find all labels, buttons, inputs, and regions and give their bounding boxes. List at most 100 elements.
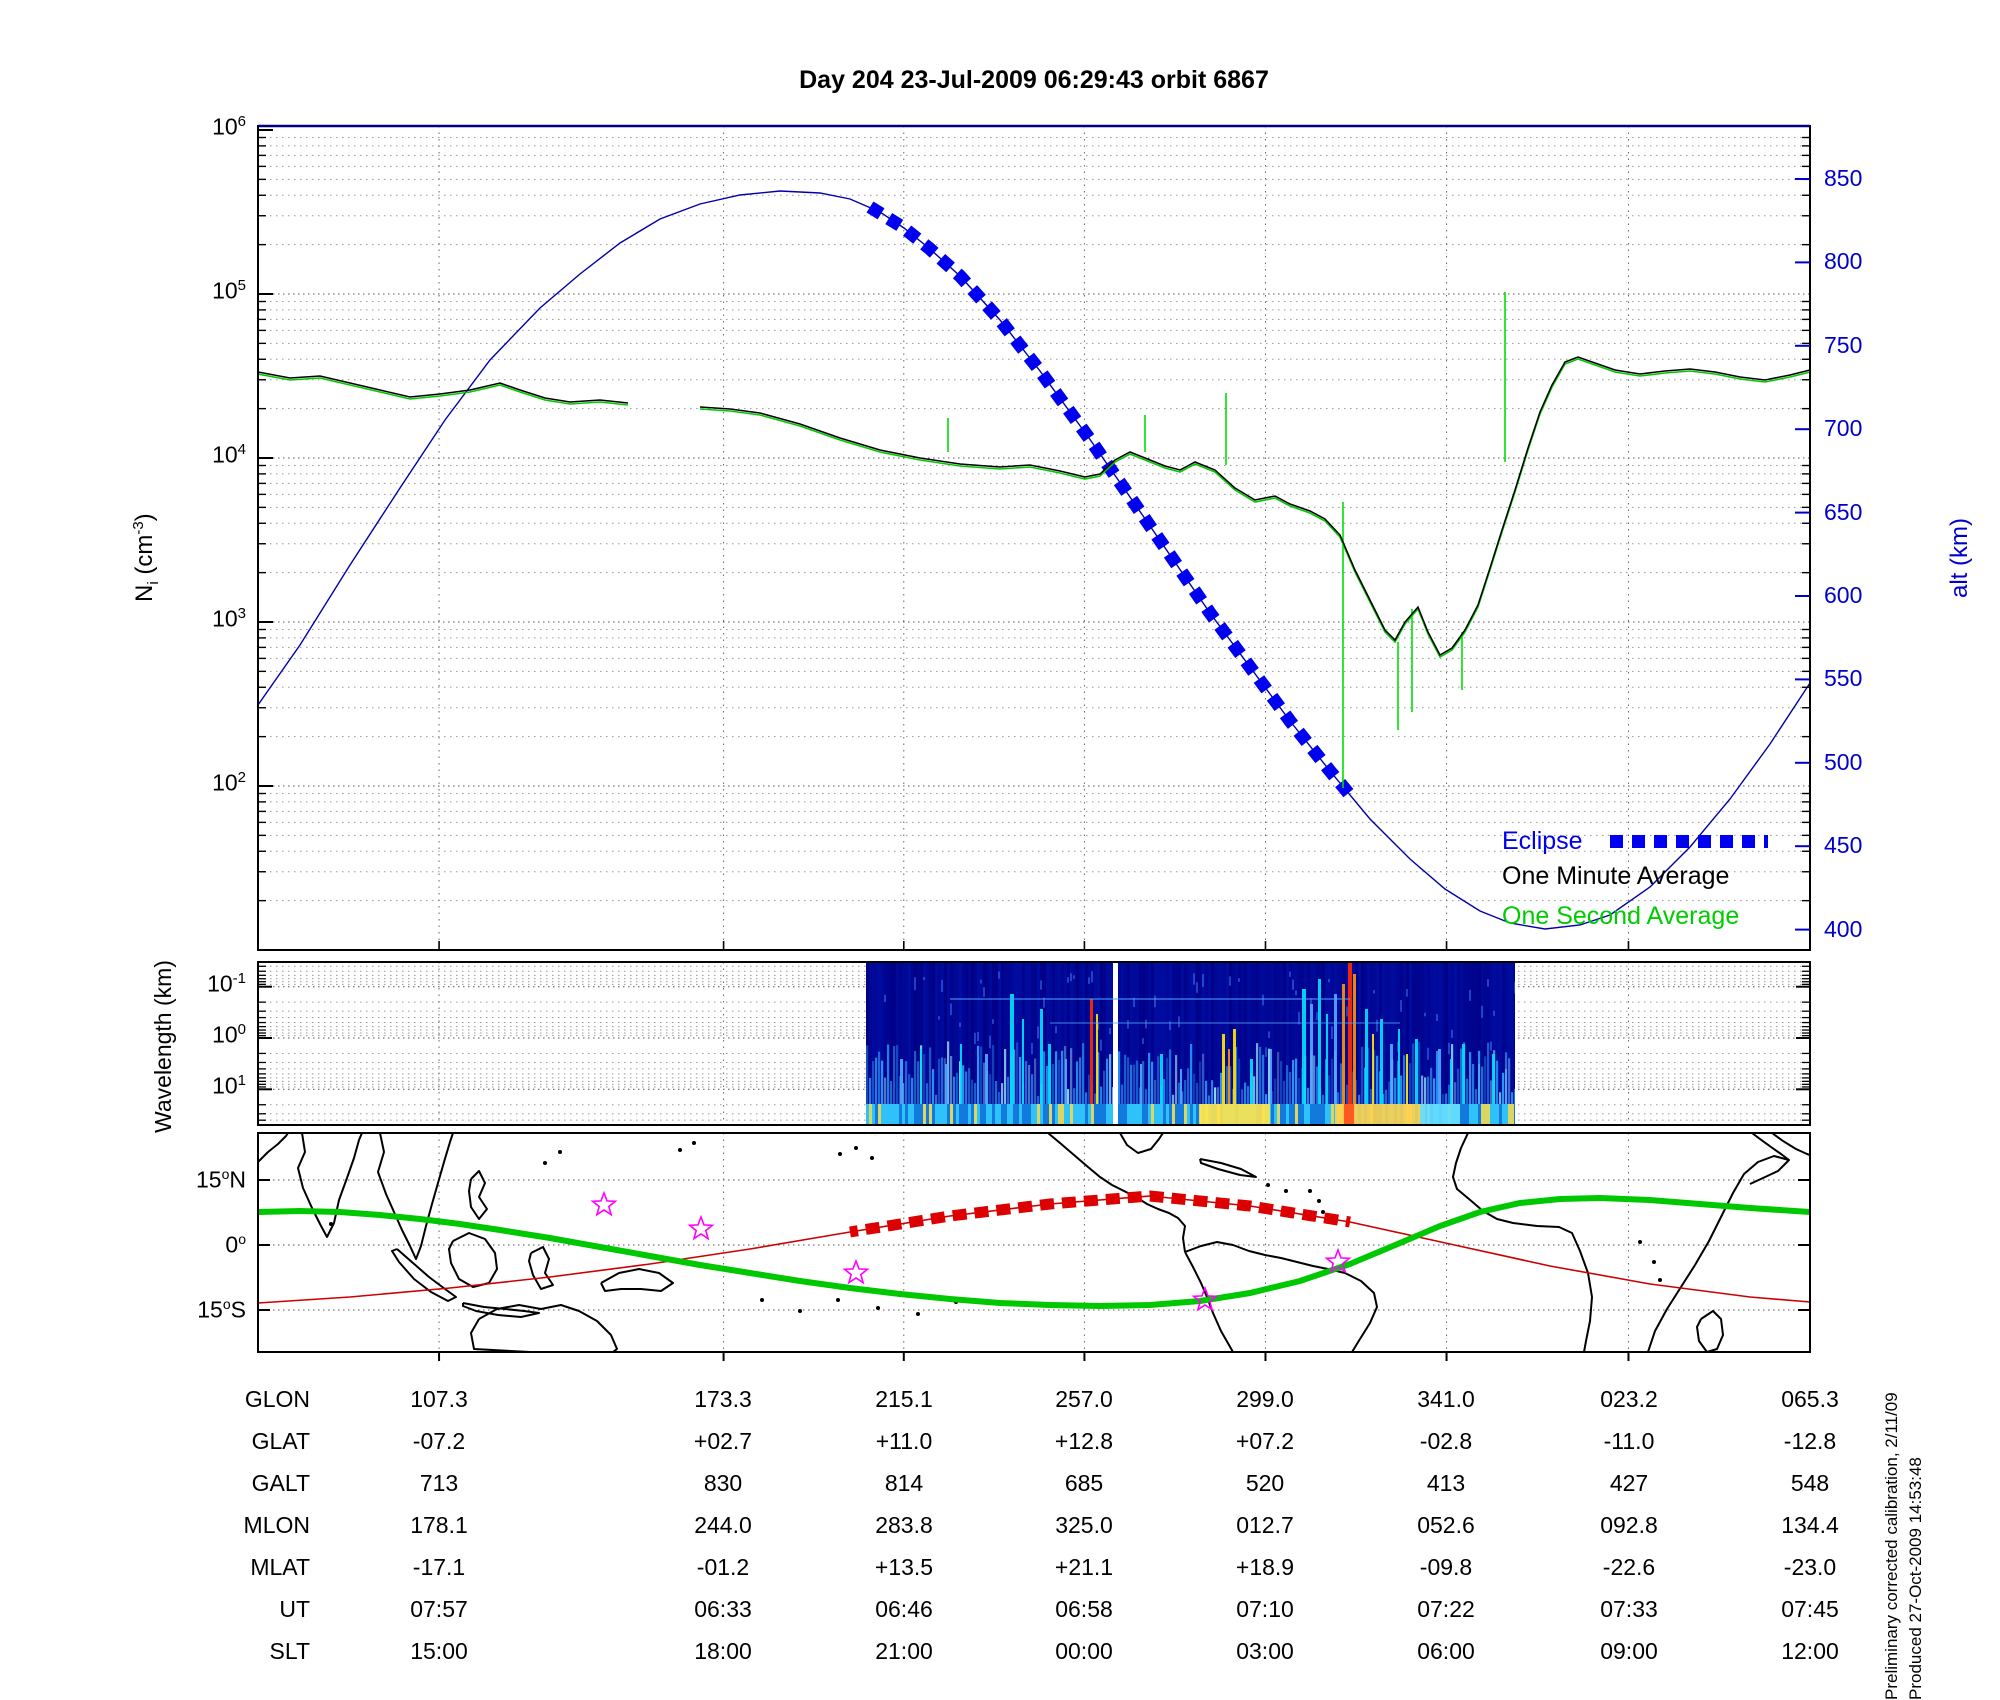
table-cell-slt-6: 09:00 xyxy=(1600,1638,1658,1664)
island-dot xyxy=(854,1146,858,1150)
table-cell-mlon-7: 134.4 xyxy=(1781,1512,1839,1538)
table-cell-galt-7: 548 xyxy=(1790,1470,1830,1496)
coastline xyxy=(1452,1133,1593,1352)
island-dot xyxy=(1658,1278,1662,1282)
coastline xyxy=(1647,1155,1790,1352)
table-cell-glon-2: 215.1 xyxy=(875,1386,933,1412)
table-cell-slt-1: 18:00 xyxy=(694,1638,752,1664)
coastline xyxy=(468,1170,488,1220)
legend-eclipse: Eclipse xyxy=(1502,827,1583,855)
one-second-trace xyxy=(699,358,1810,659)
island-dot xyxy=(760,1298,764,1302)
island-dot xyxy=(1317,1199,1321,1203)
altitude-tick-label: 750 xyxy=(1824,331,1863,358)
island-dot xyxy=(1321,1210,1325,1214)
table-cell-glat-5: -02.8 xyxy=(1419,1428,1473,1454)
island-dot xyxy=(838,1152,842,1156)
altitude-tick-label: 550 xyxy=(1824,665,1863,692)
table-cell-glon-4: 299.0 xyxy=(1236,1386,1294,1412)
table-cell-ut-1: 06:33 xyxy=(694,1596,752,1622)
mag-equator-line xyxy=(258,1195,1810,1304)
table-cell-ut-4: 07:10 xyxy=(1236,1596,1294,1622)
table-cell-slt-0: 15:00 xyxy=(410,1638,468,1664)
table-cell-mlat-3: +21.1 xyxy=(1054,1554,1114,1580)
ground-station-star xyxy=(1324,1247,1352,1274)
density-altitude-panel xyxy=(258,190,1810,930)
eclipse-overlay xyxy=(866,201,1355,800)
table-cell-mlat-6: -22.6 xyxy=(1602,1554,1656,1580)
table-row-label-ut: UT xyxy=(279,1596,310,1622)
table-cell-glon-0: 107.3 xyxy=(410,1386,468,1412)
table-cell-glon-7: 065.3 xyxy=(1781,1386,1839,1412)
island-dot xyxy=(1266,1183,1270,1187)
table-cell-ut-2: 06:46 xyxy=(875,1596,933,1622)
altitude-tick-label: 500 xyxy=(1824,748,1863,775)
table-cell-galt-2: 814 xyxy=(884,1470,924,1496)
table-cell-mlon-1: 244.0 xyxy=(694,1512,752,1538)
wavelength-tick-label: 100 xyxy=(212,1021,246,1048)
coastline xyxy=(377,1133,454,1260)
altitude-tick-label: 850 xyxy=(1824,165,1863,191)
coastline xyxy=(1696,1310,1724,1352)
table-cell-galt-5: 413 xyxy=(1426,1470,1466,1496)
table-cell-ut-3: 06:58 xyxy=(1055,1596,1113,1622)
coastline xyxy=(470,1304,618,1352)
latitude-tick-label: 15oN xyxy=(195,1166,246,1193)
altitude-tick-label: 650 xyxy=(1824,498,1863,525)
coastline xyxy=(1047,1133,1186,1253)
island-dot xyxy=(678,1148,682,1152)
table-cell-galt-3: 685 xyxy=(1064,1470,1104,1496)
ground-station-star xyxy=(842,1258,870,1285)
table-cell-mlon-5: 052.6 xyxy=(1417,1512,1475,1538)
island-dot xyxy=(1638,1240,1642,1244)
table-cell-glat-1: +02.7 xyxy=(693,1428,753,1454)
latitude-tick-label: 0o xyxy=(225,1231,246,1258)
coastline xyxy=(600,1268,674,1292)
footer-produced-note: Produced 27-Oct-2009 14:53:48 xyxy=(1906,1457,1925,1700)
wavelength-axis-label: Wavelength (km) xyxy=(150,960,176,1133)
table-cell-galt-0: 713 xyxy=(419,1470,459,1496)
wavelength-spectrogram xyxy=(866,963,1515,1124)
table-cell-glon-1: 173.3 xyxy=(694,1386,752,1412)
wavelength-tick-label: 10-1 xyxy=(207,969,246,997)
one-minute-trace xyxy=(699,356,1810,657)
table-cell-ut-7: 07:45 xyxy=(1781,1596,1839,1622)
altitude-tick-label: 600 xyxy=(1824,582,1863,608)
coastline xyxy=(1199,1158,1257,1178)
eclipse-ground-track xyxy=(849,1190,1351,1238)
ground-station-star xyxy=(1191,1285,1219,1312)
altitude-tick-label: 400 xyxy=(1824,915,1863,942)
island-dot xyxy=(798,1309,802,1313)
table-cell-mlon-6: 092.8 xyxy=(1600,1512,1658,1538)
table-cell-ut-5: 07:22 xyxy=(1417,1596,1475,1622)
island-dot xyxy=(1652,1260,1656,1264)
table-row-label-slt: SLT xyxy=(269,1638,310,1664)
table-cell-mlat-5: -09.8 xyxy=(1419,1554,1473,1580)
latitude-tick-label: 15oS xyxy=(197,1295,246,1323)
island-dot xyxy=(558,1150,562,1154)
density-tick-label: 104 xyxy=(212,441,246,468)
table-cell-slt-4: 03:00 xyxy=(1236,1638,1294,1664)
table-row-label-mlat: MLAT xyxy=(250,1554,310,1580)
wavelength-tick-label: 101 xyxy=(212,1072,246,1099)
table-cell-mlon-0: 178.1 xyxy=(410,1512,468,1538)
table-row-label-galt: GALT xyxy=(251,1470,310,1496)
island-dot xyxy=(692,1141,696,1145)
table-row-label-glat: GLAT xyxy=(251,1428,310,1454)
table-cell-ut-6: 07:33 xyxy=(1600,1596,1658,1622)
altitude-curve xyxy=(258,190,1810,930)
coastline xyxy=(448,1232,498,1288)
coastline xyxy=(258,1133,289,1163)
island-dot xyxy=(543,1161,547,1165)
table-cell-mlon-4: 012.7 xyxy=(1236,1512,1294,1538)
table-cell-glat-7: -12.8 xyxy=(1783,1428,1837,1454)
density-tick-label: 105 xyxy=(212,277,246,304)
density-axis-label: Ni (cm-3) xyxy=(130,513,162,602)
coastline xyxy=(1184,1241,1378,1352)
legend-eclipse-dash-sample xyxy=(1610,835,1768,848)
table-cell-mlon-2: 283.8 xyxy=(875,1512,933,1538)
one-second-trace xyxy=(258,373,629,406)
table-cell-mlat-7: -23.0 xyxy=(1783,1554,1837,1580)
island-dot xyxy=(836,1298,840,1302)
